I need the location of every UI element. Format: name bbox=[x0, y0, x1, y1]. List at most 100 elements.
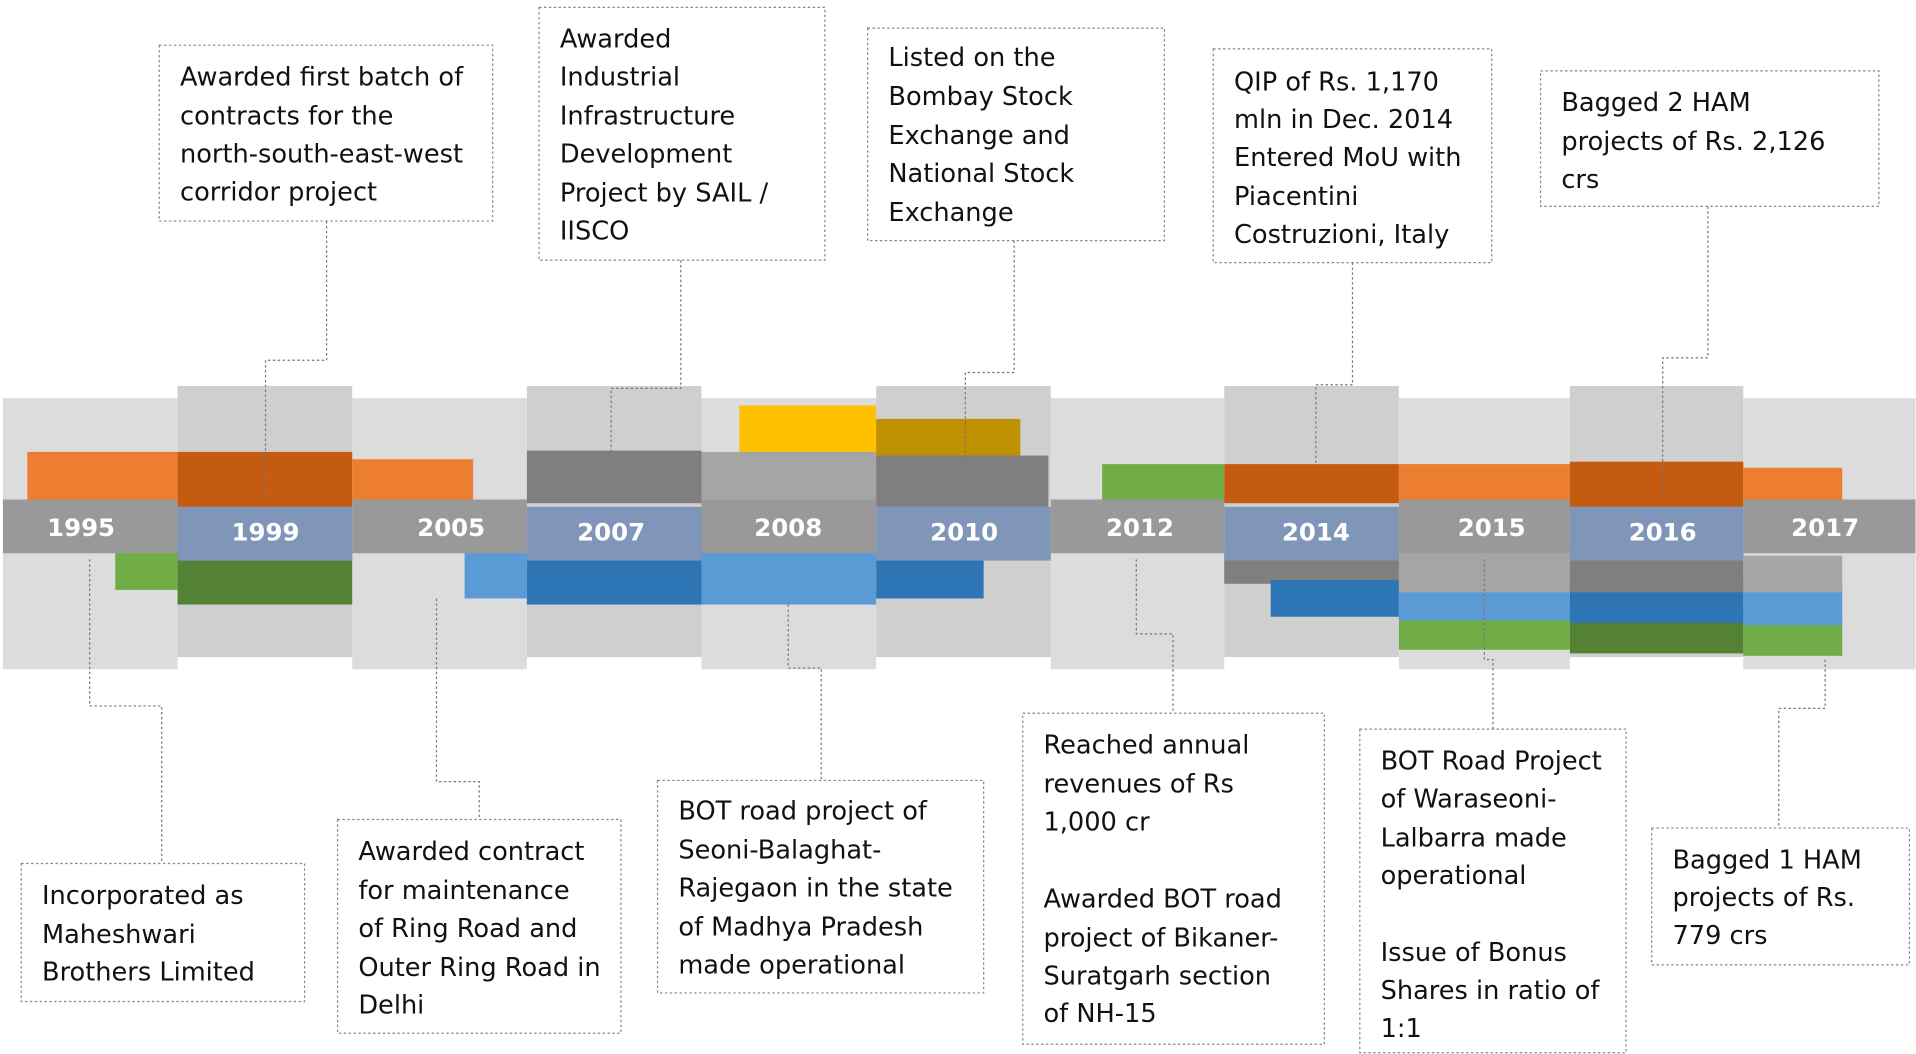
color-block bbox=[1569, 461, 1744, 507]
callout-text: contracts for the bbox=[180, 102, 393, 132]
callout-text: Infrastructure bbox=[560, 102, 735, 132]
strip-segment bbox=[177, 506, 353, 561]
strip-segment bbox=[526, 506, 702, 561]
callout-text: BOT Road Project bbox=[1381, 746, 1602, 776]
callout-text: Outer Ring Road in bbox=[358, 953, 600, 983]
callout-text: projects of Rs. bbox=[1672, 883, 1855, 913]
callout-box bbox=[867, 27, 1166, 242]
callout-text: project of Bikaner- bbox=[1043, 924, 1278, 954]
connector bbox=[264, 221, 328, 501]
callout-text: crs bbox=[1561, 165, 1599, 195]
callout-text: Seoni-Balaghat- bbox=[678, 836, 881, 866]
callout-text: Bagged 1 HAM bbox=[1672, 845, 1861, 875]
callout-text: Bombay Stock bbox=[888, 82, 1073, 112]
callout-box bbox=[1651, 827, 1911, 966]
year-label: 2010 bbox=[930, 518, 998, 547]
callout-text: Project by SAIL / bbox=[560, 179, 769, 209]
callout-text: Exchange and bbox=[888, 121, 1070, 151]
connector bbox=[89, 559, 163, 864]
year-label: 1995 bbox=[47, 513, 115, 542]
callout-box bbox=[336, 818, 622, 1034]
color-block bbox=[701, 549, 877, 605]
strip-segment bbox=[1569, 506, 1744, 561]
callout-text: 1,000 cr bbox=[1043, 807, 1150, 837]
connector bbox=[1662, 206, 1709, 495]
callout-text: Bagged 2 HAM bbox=[1561, 88, 1750, 118]
strip-segment bbox=[1050, 499, 1225, 554]
year-label: 2014 bbox=[1282, 518, 1350, 547]
callout-text: Exchange bbox=[888, 198, 1013, 228]
year-label: 2012 bbox=[1106, 513, 1174, 542]
connector bbox=[435, 598, 480, 820]
color-block bbox=[526, 450, 702, 504]
callout-text: National Stock bbox=[888, 159, 1074, 189]
callout-text: Awarded BOT road bbox=[1043, 884, 1281, 914]
callout-box bbox=[538, 6, 826, 261]
callout-text: Delhi bbox=[358, 991, 424, 1021]
strip-segment bbox=[352, 499, 527, 554]
callout-text: north-south-east-west bbox=[180, 139, 463, 169]
year-label: 1999 bbox=[232, 518, 300, 547]
callout-text: Awarded bbox=[560, 25, 672, 55]
strip-segment bbox=[1398, 499, 1570, 554]
callout-text: Industrial bbox=[560, 62, 680, 92]
connector bbox=[1315, 262, 1354, 471]
callout-text: Rajegaon in the state bbox=[678, 873, 952, 903]
color-block bbox=[177, 451, 353, 507]
callout-text: of NH-15 bbox=[1043, 999, 1156, 1029]
color-block bbox=[1224, 464, 1399, 504]
callout-text: Awarded contract bbox=[358, 837, 584, 867]
callout-text: Costruzioni, Italy bbox=[1234, 220, 1449, 250]
callout-box bbox=[1539, 70, 1880, 208]
callout-text: for maintenance bbox=[358, 876, 569, 906]
color-block bbox=[876, 455, 1049, 507]
connector bbox=[1778, 659, 1826, 829]
year-label: 2008 bbox=[754, 513, 822, 542]
callout-text: Shares in ratio of bbox=[1381, 976, 1601, 1006]
callout-box bbox=[656, 779, 985, 994]
callout-text: 1:1 bbox=[1381, 1014, 1422, 1044]
connector bbox=[610, 260, 682, 452]
callout-text: Piacentini bbox=[1234, 182, 1358, 212]
strip-segment bbox=[701, 499, 877, 554]
strip-segment bbox=[1743, 499, 1916, 554]
callout-text: Issue of Bonus bbox=[1381, 938, 1567, 968]
callout-text: Reached annual bbox=[1043, 731, 1249, 761]
callout-text: operational bbox=[1381, 861, 1527, 891]
year-label: 2015 bbox=[1458, 513, 1526, 542]
connector bbox=[787, 604, 822, 781]
callout-text: BOT road project of bbox=[678, 797, 928, 827]
year-label: 2007 bbox=[577, 518, 645, 547]
callout-text: revenues of Rs bbox=[1043, 770, 1233, 800]
callout-box bbox=[1212, 48, 1493, 264]
callout-text: IISCO bbox=[560, 216, 629, 246]
callout-text: projects of Rs. 2,126 bbox=[1561, 127, 1825, 157]
callout-text: 779 crs bbox=[1672, 921, 1767, 951]
year-label: 2017 bbox=[1791, 513, 1859, 542]
callout-text: corridor project bbox=[180, 177, 377, 207]
callout-text: Development bbox=[560, 139, 733, 169]
year-label: 2016 bbox=[1629, 518, 1697, 547]
color-block bbox=[352, 459, 474, 504]
callout-text: Lalbarra made bbox=[1381, 823, 1567, 853]
callout-text: Suratgarh section bbox=[1043, 961, 1271, 991]
callout-text: made operational bbox=[678, 950, 905, 980]
callout-box bbox=[1022, 712, 1326, 1045]
color-block bbox=[1270, 580, 1399, 617]
callout-box bbox=[1359, 728, 1627, 1054]
callout-text: Awarded first batch of bbox=[180, 62, 464, 92]
color-block bbox=[1743, 555, 1843, 593]
year-label: 2005 bbox=[417, 513, 485, 542]
callout-text: Entered MoU with bbox=[1234, 143, 1461, 173]
connector bbox=[1483, 559, 1494, 730]
color-block bbox=[115, 549, 178, 590]
callout-text: mln in Dec. 2014 bbox=[1234, 105, 1453, 135]
callout-text: of Madhya Pradesh bbox=[678, 913, 923, 943]
callout-text: Maheshwari bbox=[42, 920, 196, 950]
callout-text: Listed on the bbox=[888, 43, 1055, 73]
color-block bbox=[1743, 588, 1843, 626]
color-block bbox=[464, 549, 527, 599]
callout-box bbox=[20, 862, 306, 1003]
color-block bbox=[27, 451, 178, 507]
